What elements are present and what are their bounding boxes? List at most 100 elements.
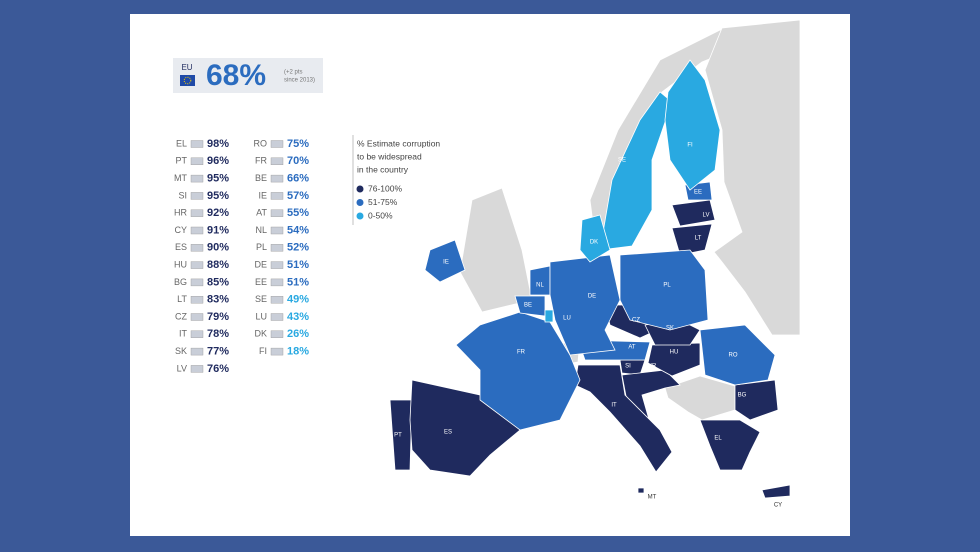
country-code: EE — [255, 277, 267, 287]
country-flag — [190, 278, 204, 287]
eu-flag — [180, 75, 195, 86]
map-label: SK — [666, 326, 674, 332]
country-flag — [190, 296, 204, 304]
badge-value: 68% — [206, 59, 266, 92]
map-label: ES — [444, 430, 452, 436]
country-shape — [619, 249, 709, 331]
country-code: DK — [254, 329, 267, 339]
country-code: DE — [254, 259, 267, 269]
badge-region: EU — [181, 63, 192, 72]
country-shape — [699, 419, 761, 471]
legend: 76-100% 51-75% 0-50% — [356, 183, 402, 220]
country-flag — [190, 226, 204, 235]
country-code: IT — [179, 329, 188, 339]
country-value: 91% — [207, 224, 229, 236]
country-shape — [549, 254, 621, 356]
country-shape — [699, 324, 776, 386]
country-flag — [270, 261, 284, 269]
country-value: 75% — [287, 138, 309, 150]
badge-box — [173, 58, 323, 93]
country-flag — [190, 157, 204, 166]
country-flag — [190, 209, 204, 217]
map-label: HR — [648, 364, 657, 370]
country-flag — [270, 174, 284, 183]
country-shape — [424, 239, 466, 283]
map-label: LV — [703, 213, 710, 219]
country-code: LU — [255, 311, 267, 321]
country-flag — [270, 209, 284, 217]
country-shape — [455, 311, 581, 431]
country-flag — [190, 365, 204, 373]
map-label: MT — [648, 495, 657, 501]
country-code: SE — [255, 294, 267, 304]
country-flag — [270, 192, 284, 200]
map-label: PL — [663, 283, 671, 289]
map-label: SI — [625, 364, 631, 370]
map-label: NL — [536, 283, 544, 289]
country-flag — [270, 313, 284, 321]
country-code: EL — [176, 138, 187, 148]
country-value: 92% — [207, 207, 229, 219]
country-code: IE — [258, 190, 267, 200]
country-value: 51% — [287, 259, 309, 271]
country-value: 88% — [207, 259, 229, 271]
country-value: 83% — [207, 294, 229, 306]
map-label: EL — [714, 436, 722, 442]
country-value: 54% — [287, 224, 309, 236]
legend-swatch — [356, 199, 364, 206]
country-code: LV — [177, 363, 187, 373]
country-value: 18% — [287, 346, 309, 358]
map-label: SE — [618, 158, 626, 164]
country-code: SI — [178, 190, 187, 200]
legend-swatch — [356, 185, 364, 193]
country-shape — [389, 399, 413, 471]
country-value: 96% — [207, 155, 229, 167]
country-value: 43% — [287, 311, 309, 323]
country-code: AT — [256, 208, 267, 218]
country-value: 51% — [287, 276, 309, 288]
country-flag — [270, 244, 284, 252]
country-code: SK — [175, 346, 187, 356]
country-flag — [270, 278, 284, 287]
legend-title: in the country — [357, 164, 409, 174]
country-value: 85% — [207, 276, 229, 288]
map-label: PT — [394, 433, 402, 439]
country-code: LT — [177, 294, 187, 304]
country-shape — [647, 342, 701, 377]
map-label: FI — [687, 143, 693, 149]
country-code: FI — [259, 346, 267, 356]
map-label: EE — [694, 190, 702, 196]
country-flag — [270, 330, 284, 338]
map-label: FR — [517, 350, 526, 356]
country-flag — [270, 140, 284, 148]
legend-title: to be widespread — [357, 151, 422, 161]
country-flag — [190, 192, 204, 200]
country-flag — [190, 244, 204, 252]
map-label: AT — [628, 345, 636, 351]
country-code: NL — [255, 225, 267, 235]
country-code: BG — [174, 277, 187, 287]
country-list: EL 98% PT 96% MT 95% SI 95% HR 92% CY 91% ES 90% HU 88%… — [174, 138, 309, 375]
country-flag — [190, 330, 204, 338]
country-flag — [270, 226, 284, 235]
country-shape — [671, 223, 713, 256]
country-flag — [270, 296, 284, 304]
country-value: 49% — [287, 294, 309, 306]
country-flag — [190, 347, 204, 356]
country-value: 52% — [287, 242, 309, 254]
map-label: IT — [611, 403, 617, 409]
eu-stars — [183, 76, 192, 85]
country-value: 90% — [207, 242, 229, 254]
country-value: 95% — [207, 190, 229, 202]
country-flag — [190, 174, 204, 183]
country-code: PT — [175, 156, 187, 166]
country-value: 70% — [287, 155, 309, 167]
country-shape — [637, 487, 645, 494]
badge-note: since 2013) — [284, 78, 315, 84]
country-value: 66% — [287, 173, 309, 185]
country-flag — [190, 313, 204, 321]
country-code: FR — [255, 156, 267, 166]
badge-note: (+2 pts — [284, 70, 303, 76]
country-shape — [529, 265, 551, 296]
